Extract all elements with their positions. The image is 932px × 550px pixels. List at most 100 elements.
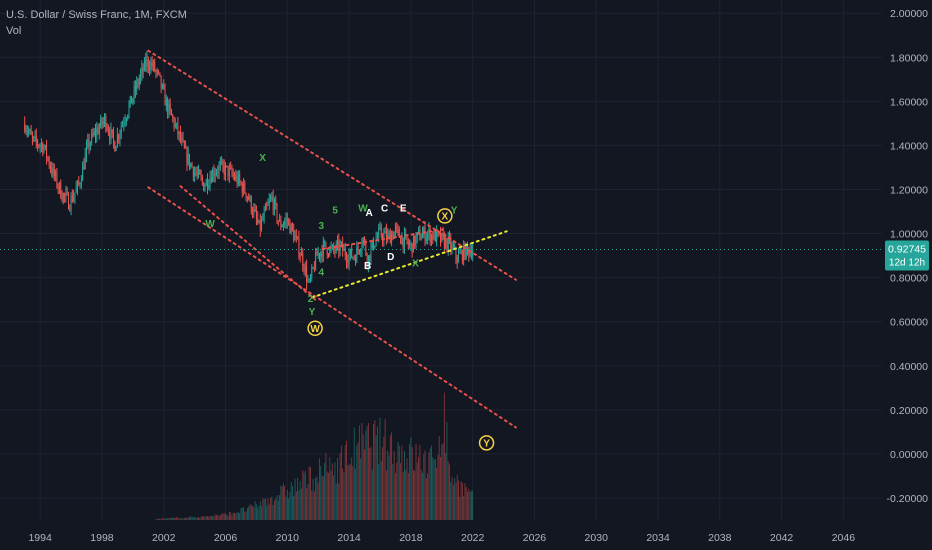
volume-bar — [264, 498, 266, 520]
volume-bar — [409, 444, 411, 520]
candle-body — [450, 238, 452, 250]
candle-body — [245, 192, 247, 198]
candle-body — [80, 180, 82, 184]
candle-body — [31, 134, 33, 139]
candle-body — [266, 205, 268, 207]
candle-body — [325, 241, 327, 249]
volume-bar — [360, 458, 362, 520]
candle-body — [352, 256, 354, 258]
candle-body — [46, 144, 48, 158]
volume-bar — [410, 437, 412, 520]
volume-bar — [182, 518, 184, 520]
candle-body — [208, 185, 210, 188]
volume-bar — [392, 464, 394, 520]
candle-body — [194, 172, 196, 177]
candle-body — [282, 224, 284, 227]
volume-bar — [317, 482, 319, 520]
volume-bar — [295, 491, 297, 520]
volume-bar — [411, 447, 413, 520]
volume-bar — [458, 480, 459, 520]
y-tick-label: 2.00000 — [890, 8, 928, 20]
candle-body — [320, 251, 322, 257]
volume-bar — [246, 508, 248, 520]
volume-bar — [227, 516, 229, 520]
volume-bar — [254, 501, 256, 520]
volume-bar — [248, 506, 250, 520]
candle-body — [281, 226, 283, 228]
candle-body — [200, 174, 202, 178]
candle-body — [406, 235, 408, 242]
wave-label: X — [259, 153, 266, 164]
volume-bar — [393, 451, 395, 520]
candle-body — [313, 267, 315, 270]
volume-bar — [245, 511, 247, 520]
time-axis[interactable]: 1994 1998 2002 2006 2010 2014 2018 2022 2026 2030… — [28, 532, 855, 544]
candle-body — [340, 242, 342, 244]
candle-body — [187, 153, 189, 164]
candle-body — [143, 59, 145, 71]
y-tick-label: -0.20000 — [887, 493, 929, 505]
candle-body — [137, 81, 139, 85]
volume-bar — [181, 518, 183, 520]
volume-bar — [370, 447, 372, 520]
volume-bar — [357, 442, 359, 520]
candle-body — [48, 158, 50, 166]
volume-bar — [285, 497, 287, 520]
candle-body — [129, 96, 131, 105]
candle-body — [441, 233, 443, 242]
symbol-title[interactable]: U.S. Dollar / Swiss Franc, 1M, FXCM — [6, 9, 187, 21]
volume-bar — [340, 445, 342, 520]
volume-bar — [467, 491, 468, 520]
candle-body — [465, 243, 467, 259]
volume-bar — [446, 421, 448, 520]
candle-body — [371, 239, 373, 248]
candle-body — [361, 245, 363, 251]
candle-body — [402, 237, 404, 248]
price-axis[interactable]: 2.00000 1.80000 1.60000 1.40000 1.20000 1.000… — [887, 8, 929, 505]
candle-body — [469, 251, 471, 256]
candle-body — [237, 174, 239, 184]
volume-bar — [431, 445, 432, 520]
candle-body — [379, 226, 381, 229]
candle-body — [376, 236, 378, 239]
candle-body — [268, 200, 270, 204]
candle-body — [380, 226, 382, 237]
candle-body — [71, 196, 73, 202]
candle-body — [93, 131, 95, 136]
y-tick-label: 0.20000 — [890, 405, 928, 417]
candle-body — [409, 244, 411, 246]
volume-bar — [465, 486, 467, 520]
candle-body — [227, 165, 229, 177]
volume-bar — [425, 477, 427, 520]
volume-bar — [353, 427, 355, 520]
candle-body — [182, 138, 184, 142]
candle-body — [273, 199, 275, 211]
volume-bar — [169, 517, 171, 520]
y-tick-label: 1.00000 — [890, 229, 928, 241]
candle-body — [150, 62, 152, 70]
volume-bar — [288, 498, 290, 520]
volume-bar — [361, 423, 363, 520]
candle-body — [43, 147, 45, 153]
volume-bar — [333, 475, 335, 520]
volume-bar — [218, 515, 220, 520]
volume-bar — [464, 483, 466, 520]
volume-bar — [402, 471, 404, 520]
drawing-lines — [0, 49, 882, 429]
volume-bar — [432, 457, 434, 520]
candle-body — [89, 143, 91, 148]
volume-bar — [303, 472, 305, 520]
volume-bar — [230, 512, 232, 520]
candle-body — [396, 227, 398, 229]
volume-bar — [272, 505, 274, 520]
circled-wave-ring — [437, 208, 453, 224]
candle-body — [57, 186, 59, 188]
volume-bar — [244, 511, 246, 520]
volume-indicator-label[interactable]: Vol — [6, 25, 22, 37]
candle-body — [91, 133, 93, 144]
volume-bar — [428, 452, 430, 520]
candle-body — [100, 118, 102, 128]
chart-legend: U.S. Dollar / Swiss Franc, 1M, FXCM Vol — [6, 7, 187, 39]
candle-body — [303, 265, 305, 272]
